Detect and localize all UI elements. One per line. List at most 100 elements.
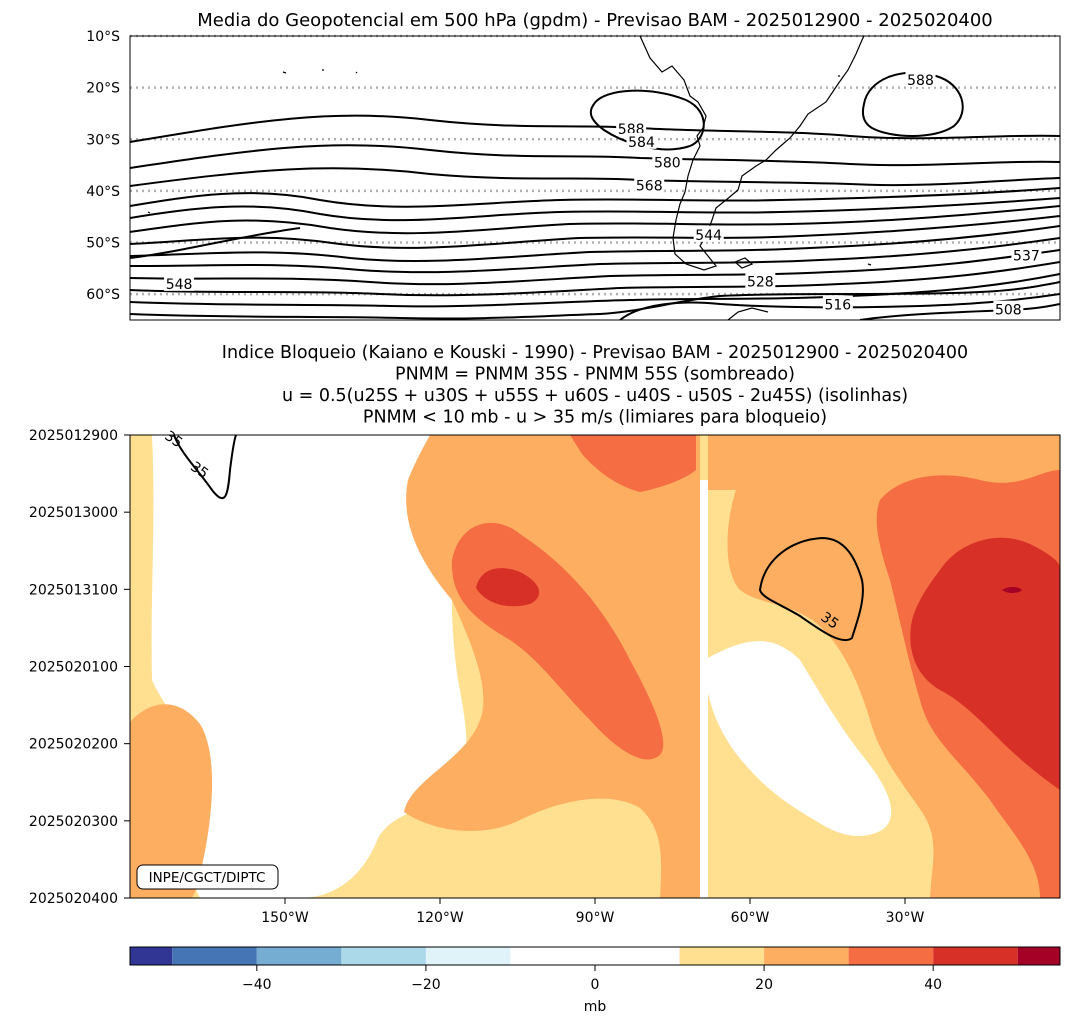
high-pressure-closed-contour <box>589 89 705 151</box>
shade-band-0-10-east <box>704 641 892 836</box>
contour-line <box>130 225 1060 262</box>
contour-label: 528 <box>747 274 774 290</box>
top-y-tick-label: 20°S <box>86 81 120 97</box>
bottom-y-tick-label: 2025020100 <box>29 660 118 676</box>
colorbar-cell <box>256 947 342 965</box>
colorbar-cell <box>341 947 426 965</box>
contour-line <box>130 273 1060 308</box>
contour-line <box>130 237 1060 274</box>
top-y-tick-label: 60°S <box>86 287 120 303</box>
contour-label: 580 <box>654 156 681 172</box>
colorbar-cell <box>425 947 511 965</box>
contour-line <box>130 197 1060 222</box>
top-y-tick-label: 50°S <box>86 236 120 252</box>
contour-label: 508 <box>995 303 1022 319</box>
bottom-x-tick-label: 90°W <box>576 910 615 926</box>
contour-label: 584 <box>628 135 655 151</box>
contour-label: 544 <box>695 228 722 244</box>
contour-label: 537 <box>1013 248 1040 264</box>
colorbar-cell <box>764 947 849 965</box>
colorbar-cell <box>130 947 173 965</box>
bottom-x-tick-label: 30°W <box>886 910 925 926</box>
contour-label: 568 <box>636 179 663 195</box>
top-y-tick-label: 40°S <box>86 184 120 200</box>
top-y-tick-label: 30°S <box>86 132 120 148</box>
bottom-y-tick-label: 2025013100 <box>29 582 118 598</box>
contour-line <box>130 205 1060 235</box>
bottom-x-tick-label: 150°W <box>261 910 309 926</box>
colorbar-cells <box>130 947 1060 965</box>
contour-label-background <box>616 119 647 136</box>
colorbar-tick-label: 20 <box>755 977 773 993</box>
colorbar-cell <box>848 947 934 965</box>
contour-label-background <box>634 176 665 193</box>
shade-band-0-10-west <box>151 435 471 898</box>
colorbar-cell <box>510 947 680 965</box>
bottom-title-line: PNMM < 10 mb - u > 35 m/s (limiares para… <box>363 408 827 428</box>
colorbar-label: mb <box>584 999 607 1015</box>
contour-line <box>130 215 1060 249</box>
colorbar-tick-label: −40 <box>242 977 272 993</box>
geopotential-contours <box>130 71 1060 320</box>
bottom-y-tick-label: 2025013000 <box>29 505 118 521</box>
contour-label: 588 <box>907 73 934 89</box>
contour-line <box>130 167 1060 187</box>
colorbar-tick-label: 0 <box>591 977 600 993</box>
bottom-y-tick-label: 2025020300 <box>29 814 118 830</box>
contour-label-background <box>626 132 657 149</box>
small-islands <box>147 69 872 266</box>
contour-label: 548 <box>166 277 193 293</box>
top-plot-frame <box>129 35 1061 321</box>
bottom-y-axis: 2025012900 2025013000 2025013100 2025020100… <box>29 428 130 907</box>
antarctic-peninsula <box>727 307 769 320</box>
contour-label: 516 <box>824 298 851 314</box>
shade-band-40-50 <box>910 537 1060 790</box>
top-y-axis: 10°S 20°S 30°S 40°S 50°S 60°S <box>86 29 120 303</box>
watermark-box: INPE/CGCT/DIPTC <box>136 864 279 890</box>
shade-band-50-plus <box>1002 587 1022 593</box>
colorbar-cell <box>1017 947 1060 965</box>
contour-label-background <box>822 295 853 312</box>
top-y-tick-label: 10°S <box>86 29 120 45</box>
top-title: Media do Geopotencial em 500 hPa (gpdm) … <box>197 10 993 31</box>
contour-label-background <box>1011 246 1042 263</box>
u-contours <box>173 435 864 642</box>
shade-band-40-50 <box>476 568 540 607</box>
bottom-y-tick-label: 2025020200 <box>29 737 118 753</box>
bottom-title-line: PNMM = PNMM 35S - PNMM 55S (sombreado) <box>395 365 795 385</box>
falkland-islands <box>733 257 754 269</box>
colorbar-tick-label: 40 <box>924 977 942 993</box>
contour-label-background <box>164 274 195 291</box>
contour-label-background <box>745 272 776 289</box>
contour-line <box>130 227 301 259</box>
colorbar-cell <box>933 947 1018 965</box>
contour-line <box>130 144 1060 169</box>
bottom-y-tick-label: 2025012900 <box>29 428 118 444</box>
pnmm-shaded-field <box>130 435 1060 898</box>
bottom-y-tick-label: 2025020400 <box>29 891 118 907</box>
shade-band-20-30 <box>130 704 213 898</box>
contour-line <box>130 249 1060 286</box>
contour-label-background <box>693 225 724 242</box>
watermark-text: INPE/CGCT/DIPTC <box>149 870 266 886</box>
bottom-x-axis: 150°W 120°W 90°W 60°W 30°W <box>261 898 924 926</box>
shade-band-30-40 <box>570 435 696 492</box>
coastlines <box>147 36 872 320</box>
bottom-title-line: Indice Bloqueio (Kaiano e Kouski - 1990)… <box>222 343 968 363</box>
south-america-coastline <box>639 36 865 271</box>
bottom-x-tick-label: 120°W <box>416 910 464 926</box>
colorbar-tick-label: −20 <box>411 977 441 993</box>
contour-label-background <box>905 70 936 87</box>
u-contour-35 <box>173 435 237 499</box>
bottom-x-tick-label: 60°W <box>731 910 770 926</box>
contour-line <box>130 281 1060 320</box>
contour-label-background <box>652 153 683 170</box>
watermark-frame <box>136 864 279 890</box>
u-contour-35-closed <box>758 536 864 642</box>
colorbar-cell <box>679 947 765 965</box>
colorbar-ticks: −40 −20 0 20 40 <box>242 965 942 993</box>
